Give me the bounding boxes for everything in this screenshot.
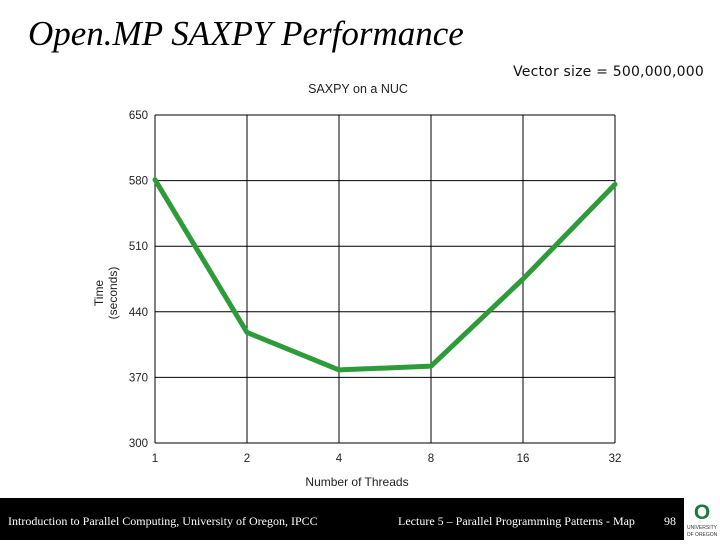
x-tick-label: 16 <box>517 453 530 465</box>
slide-title: Open.MP SAXPY Performance <box>28 14 464 53</box>
y-tick-label: 300 <box>129 438 148 450</box>
x-tick-label: 2 <box>244 453 250 465</box>
grid-lines <box>154 114 616 444</box>
y-tick-label: 510 <box>129 241 148 253</box>
series-line <box>152 177 618 373</box>
logo-text-2: OF OREGON <box>687 532 718 538</box>
chart-title: SAXPY on a NUC <box>308 82 408 96</box>
y-tick-label: 580 <box>129 176 148 188</box>
saxpy-chart: 300 370 440 510 580 650 1 2 4 8 16 32 SAXPY on a N… <box>92 82 622 489</box>
footer-bar: Introduction to Parallel Computing, Univ… <box>0 498 684 540</box>
logo-letter: O <box>694 501 710 524</box>
y-tick-labels: 300 370 440 510 580 650 <box>129 110 148 450</box>
y-tick-label: 650 <box>129 110 148 122</box>
footer-lecture: Lecture 5 – Parallel Programming Pattern… <box>398 514 635 528</box>
university-logo: O UNIVERSITY OF OREGON <box>684 498 720 540</box>
logo-text-1: UNIVERSITY <box>687 525 718 531</box>
x-tick-label: 1 <box>152 453 158 465</box>
x-tick-label: 32 <box>609 453 622 465</box>
y-tick-label: 370 <box>129 372 148 384</box>
y-axis-label-line1: Time <box>92 280 106 307</box>
x-tick-label: 8 <box>428 453 434 465</box>
footer-course: Introduction to Parallel Computing, Univ… <box>8 514 318 528</box>
y-axis-label-line2: (seconds) <box>106 267 120 320</box>
vector-size-note: Vector size = 500,000,000 <box>513 64 704 80</box>
y-tick-label: 440 <box>129 307 148 319</box>
x-tick-labels: 1 2 4 8 16 32 <box>152 453 622 465</box>
x-axis-label: Number of Threads <box>305 475 408 489</box>
page-number: 98 <box>664 514 676 528</box>
x-tick-label: 4 <box>336 453 343 465</box>
series-lines <box>152 177 618 373</box>
plot-area <box>155 115 615 443</box>
